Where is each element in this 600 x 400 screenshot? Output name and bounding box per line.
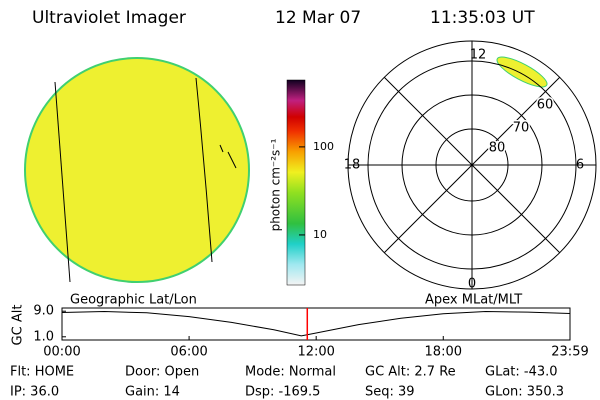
mlt-label: 6 xyxy=(576,158,584,173)
date: 12 Mar 07 xyxy=(275,8,361,28)
lat-label: 80 xyxy=(489,141,506,156)
title: Ultraviolet Imager xyxy=(32,8,186,28)
status-item: Mode: Normal xyxy=(245,365,336,380)
colorbar-tick-label: 10 xyxy=(313,228,327,241)
colorbar-label: photon cm⁻²s⁻¹ xyxy=(269,138,283,231)
time: 11:35:03 UT xyxy=(430,8,535,28)
colorbar-tick-label: 100 xyxy=(313,140,334,153)
x-tick-label: 00:00 xyxy=(43,345,80,360)
mlt-label: 0 xyxy=(468,277,476,292)
status-item: Seq: 39 xyxy=(365,385,415,400)
colorbar xyxy=(286,79,306,286)
status-item: GLon: 350.3 xyxy=(485,385,564,400)
lat-label: 60 xyxy=(537,98,554,113)
y-tick-label: 9.0 xyxy=(33,304,54,319)
status-item: GC Alt: 2.7 Re xyxy=(365,365,456,380)
mlt-label: 12 xyxy=(470,48,487,63)
altitude-line xyxy=(61,311,571,337)
geo-image xyxy=(24,57,250,283)
status-item: GLat: -43.0 xyxy=(485,365,558,380)
status-item: IP: 36.0 xyxy=(10,385,59,400)
x-tick-label: 06:00 xyxy=(170,345,207,360)
status-item: Dsp: -169.5 xyxy=(245,385,320,400)
alt-ylabel: GC Alt xyxy=(11,305,26,346)
status-item: Flt: HOME xyxy=(10,365,74,380)
x-tick-label: 18:00 xyxy=(425,345,462,360)
x-tick-label: 12:00 xyxy=(297,345,334,360)
lat-label: 70 xyxy=(513,121,530,136)
y-tick-label: 1.0 xyxy=(33,329,54,344)
status-item: Door: Open xyxy=(125,365,199,380)
mlt-label: 18 xyxy=(344,158,361,173)
geo-label: Geographic Lat/Lon xyxy=(70,293,197,308)
polar-label: Apex MLat/MLT xyxy=(425,293,522,308)
x-tick-label: 23:59 xyxy=(551,345,588,360)
polar-plot xyxy=(347,40,597,290)
status-item: Gain: 14 xyxy=(125,385,180,400)
